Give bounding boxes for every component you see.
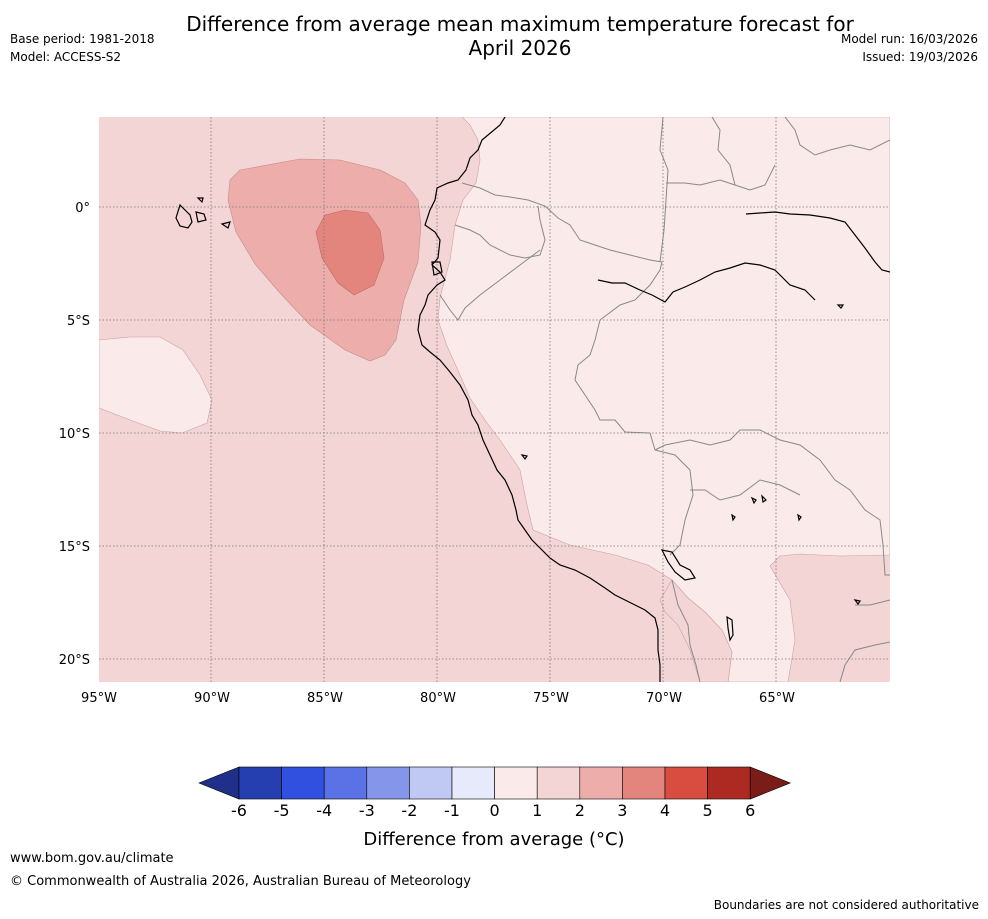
coastlines <box>175 117 890 682</box>
colorbar-segment <box>536 766 581 800</box>
issued-date: Issued: 19/03/2026 <box>862 50 978 64</box>
colorbar-tick: -6 <box>231 801 247 820</box>
colorbar-arrow-low <box>198 766 240 800</box>
base-period: Base period: 1981-2018 <box>10 32 155 46</box>
map-panel <box>99 117 890 682</box>
lat-axis-labels: 0° 5°S 10°S 15°S 20°S <box>59 201 90 668</box>
colorbar-tick: 0 <box>490 801 500 820</box>
lat-label: 20°S <box>59 653 90 668</box>
colorbar-tick: 2 <box>575 801 585 820</box>
colorbar-segment <box>366 766 410 800</box>
lon-label: 80°W <box>420 691 456 706</box>
lon-axis-labels: 95°W 90°W 85°W 80°W 75°W 70°W 65°W <box>81 691 795 706</box>
lon-label: 70°W <box>646 691 682 706</box>
footer-note: Boundaries are not considered authoritat… <box>713 898 979 912</box>
colorbar-segment <box>494 766 538 800</box>
colorbar-tick: 6 <box>745 801 755 820</box>
lon-label: 65°W <box>759 691 795 706</box>
colorbar-segment <box>622 766 666 800</box>
colorbar-segment <box>707 766 751 800</box>
colorbar-label: Difference from average (°C) <box>363 829 624 850</box>
lat-label: 0° <box>75 201 90 216</box>
colorbar-tick: -2 <box>401 801 417 820</box>
colorbar-tick: 3 <box>617 801 627 820</box>
model-run: Model run: 16/03/2026 <box>840 32 978 46</box>
colorbar-tick: -3 <box>359 801 375 820</box>
colorbar-segment <box>323 766 368 800</box>
footer-copyright: © Commonwealth of Australia 2026, Austra… <box>10 874 471 889</box>
lon-label: 95°W <box>81 691 117 706</box>
colorbar-tick-labels: -6 -5 -4 -3 -2 -1 0 1 2 3 4 5 6 <box>231 801 755 820</box>
lon-label: 85°W <box>307 691 343 706</box>
colorbar-segment <box>238 766 282 800</box>
lon-label: 75°W <box>533 691 569 706</box>
anomaly-3-4-region <box>315 209 385 296</box>
colorbar-tick: 5 <box>703 801 713 820</box>
meta-left: Base period: 1981-2018 Model: ACCESS-S2 <box>10 30 155 66</box>
colorbar-tick: -5 <box>274 801 290 820</box>
lat-label: 10°S <box>59 427 90 442</box>
colorbar-segment <box>451 766 495 800</box>
lat-label: 15°S <box>59 540 90 555</box>
meta-right: Model run: 16/03/2026 Issued: 19/03/2026 <box>841 30 978 66</box>
colorbar-segment <box>409 766 453 800</box>
country-borders <box>439 117 890 682</box>
colorbar-segment <box>664 766 708 800</box>
title-line-1: Difference from average mean maximum tem… <box>186 12 854 36</box>
colorbar-segment <box>579 766 623 800</box>
colorbar-arrow-high <box>749 766 792 800</box>
lat-label: 5°S <box>67 314 90 329</box>
title-line-2: April 2026 <box>468 36 572 60</box>
map-title: Difference from average mean maximum tem… <box>120 12 920 60</box>
colorbar <box>198 766 792 800</box>
colorbar-tick: 4 <box>660 801 670 820</box>
colorbar-tick: 1 <box>532 801 542 820</box>
anomaly-0-1-ocean-region <box>99 336 213 434</box>
model-name: Model: ACCESS-S2 <box>10 50 122 64</box>
colorbar-tick: -1 <box>444 801 460 820</box>
graticule <box>99 117 890 682</box>
colorbar-segment <box>281 766 325 800</box>
footer-url[interactable]: www.bom.gov.au/climate <box>10 851 174 866</box>
lon-label: 90°W <box>194 691 230 706</box>
colorbar-tick: -4 <box>316 801 332 820</box>
